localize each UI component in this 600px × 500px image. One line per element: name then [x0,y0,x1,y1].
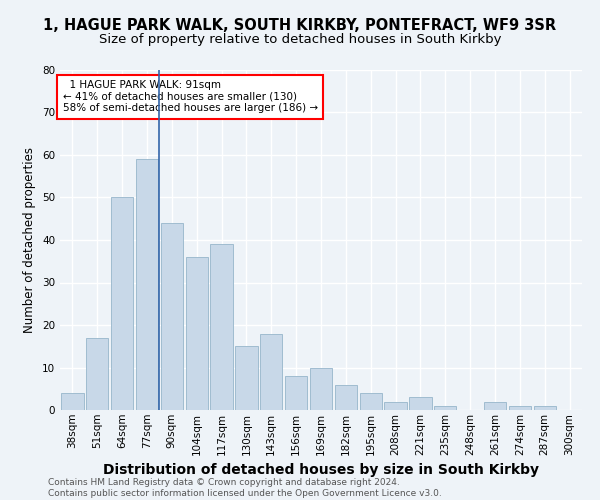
Text: 1 HAGUE PARK WALK: 91sqm
← 41% of detached houses are smaller (130)
58% of semi-: 1 HAGUE PARK WALK: 91sqm ← 41% of detach… [62,80,318,114]
Bar [111,198,133,410]
Bar [335,384,357,410]
Bar [509,406,531,410]
Text: 1, HAGUE PARK WALK, SOUTH KIRKBY, PONTEFRACT, WF9 3SR: 1, HAGUE PARK WALK, SOUTH KIRKBY, PONTEF… [43,18,557,32]
Bar [136,159,158,410]
Bar [434,406,457,410]
Bar [86,338,109,410]
Bar [161,223,183,410]
Bar [211,244,233,410]
X-axis label: Distribution of detached houses by size in South Kirkby: Distribution of detached houses by size … [103,463,539,477]
Bar [533,406,556,410]
Bar [235,346,257,410]
Bar [185,257,208,410]
Bar [285,376,307,410]
Text: Contains HM Land Registry data © Crown copyright and database right 2024.
Contai: Contains HM Land Registry data © Crown c… [48,478,442,498]
Y-axis label: Number of detached properties: Number of detached properties [23,147,37,333]
Text: Size of property relative to detached houses in South Kirkby: Size of property relative to detached ho… [99,32,501,46]
Bar [359,393,382,410]
Bar [310,368,332,410]
Bar [484,402,506,410]
Bar [260,334,283,410]
Bar [61,393,83,410]
Bar [385,402,407,410]
Bar [409,397,431,410]
